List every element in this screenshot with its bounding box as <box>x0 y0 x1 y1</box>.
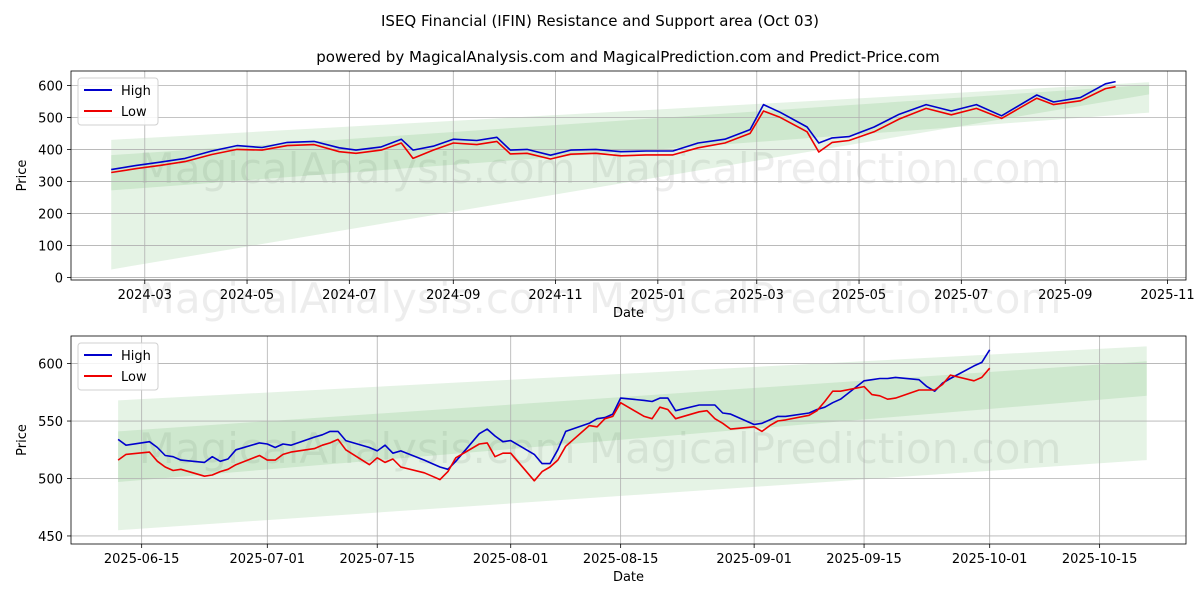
x-axis-label: Date <box>613 306 644 321</box>
y-tick-label: 600 <box>38 79 63 94</box>
x-tick-label: 2025-06-15 <box>104 552 180 567</box>
chart-subtitle: powered by MagicalAnalysis.com and Magic… <box>316 48 940 66</box>
series-line-low <box>111 85 1116 174</box>
series-line-low <box>117 367 991 482</box>
legend-label-high: High <box>121 84 151 99</box>
series-line-high <box>111 80 1116 171</box>
watermark: MagicalAnalysis.com MagicalPrediction.co… <box>139 274 1062 323</box>
support-resistance-band <box>118 346 1147 531</box>
x-tick-label: 2024-09 <box>426 288 480 303</box>
y-tick-label: 300 <box>38 175 63 190</box>
x-tick-label: 2024-03 <box>118 288 172 303</box>
support-resistance-band <box>111 84 1150 270</box>
series-line-high <box>117 349 991 471</box>
x-tick-label: 2025-10-01 <box>952 552 1028 567</box>
y-axis-label: Price <box>15 424 30 456</box>
y-axis-label: Price <box>15 160 30 192</box>
y-tick-label: 500 <box>38 111 63 126</box>
y-tick-label: 0 <box>55 271 63 286</box>
x-tick-label: 2025-10-15 <box>1062 552 1138 567</box>
chart-panel-zoomed: MagicalAnalysis.com MagicalPrediction.co… <box>15 335 1187 585</box>
x-tick-label: 2024-11 <box>528 288 582 303</box>
x-tick-label: 2025-09-01 <box>716 552 792 567</box>
y-tick-label: 600 <box>38 358 63 373</box>
legend-label-low: Low <box>121 370 147 385</box>
x-tick-label: 2025-01 <box>631 288 685 303</box>
axes-frame <box>70 70 1187 281</box>
x-tick-label: 2025-11 <box>1140 288 1194 303</box>
y-tick-label: 100 <box>38 239 63 254</box>
x-tick-label: 2025-07-15 <box>339 552 415 567</box>
support-resistance-band <box>118 361 1147 482</box>
x-tick-label: 2025-08-01 <box>473 552 549 567</box>
y-tick-label: 450 <box>38 530 63 545</box>
x-tick-label: 2024-07 <box>322 288 376 303</box>
watermark: MagicalAnalysis.com MagicalPrediction.co… <box>139 144 1062 193</box>
axes-frame <box>70 335 1187 545</box>
x-tick-label: 2025-09-15 <box>826 552 902 567</box>
legend-label-high: High <box>121 349 151 364</box>
y-tick-label: 500 <box>38 472 63 487</box>
x-tick-label: 2025-09 <box>1038 288 1092 303</box>
chart-panel-full: MagicalAnalysis.com MagicalPrediction.co… <box>15 70 1195 323</box>
chart-title: ISEQ Financial (IFIN) Resistance and Sup… <box>381 12 819 30</box>
y-tick-label: 200 <box>38 207 63 222</box>
y-tick-label: 550 <box>38 415 63 430</box>
x-tick-label: 2025-08-15 <box>583 552 659 567</box>
x-tick-label: 2024-05 <box>220 288 274 303</box>
x-tick-label: 2025-07 <box>934 288 988 303</box>
support-resistance-band <box>111 82 1150 191</box>
x-axis-label: Date <box>613 570 644 585</box>
y-tick-label: 400 <box>38 143 63 158</box>
watermark: MagicalAnalysis.com MagicalPrediction.co… <box>139 424 1062 473</box>
legend-label-low: Low <box>121 105 147 120</box>
x-tick-label: 2025-07-01 <box>230 552 306 567</box>
x-tick-label: 2025-05 <box>832 288 886 303</box>
x-tick-label: 2025-03 <box>730 288 784 303</box>
